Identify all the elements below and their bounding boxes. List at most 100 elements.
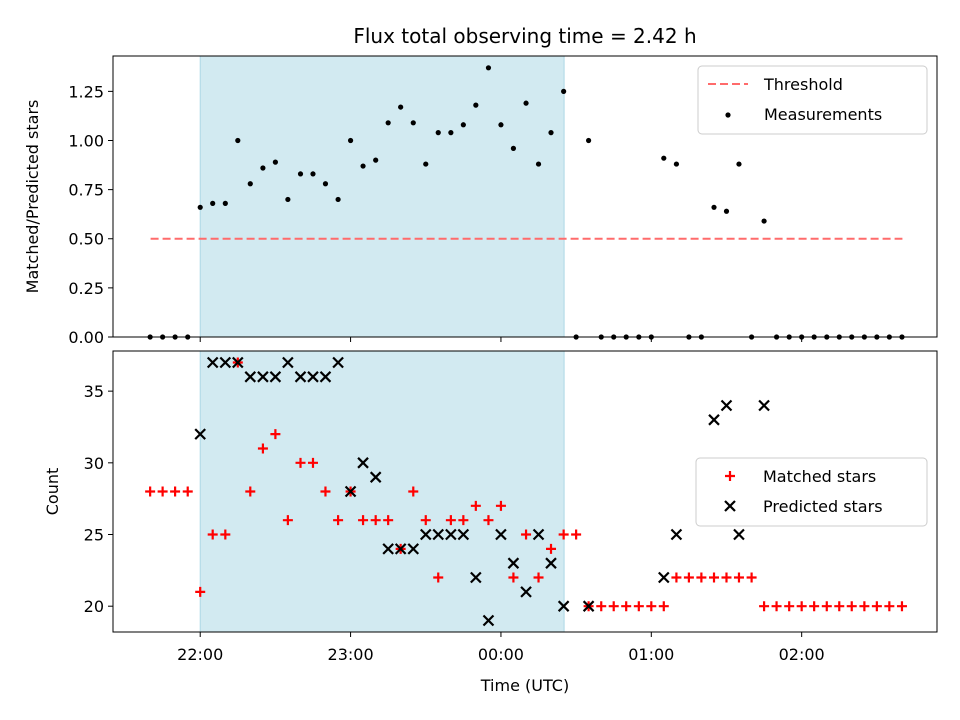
matched-star-marker bbox=[470, 500, 481, 511]
matched-star-marker bbox=[621, 601, 632, 612]
matched-star-marker bbox=[696, 572, 707, 583]
legend-matched-swatch bbox=[725, 471, 735, 481]
figure-title: Flux total observing time = 2.42 h bbox=[353, 24, 696, 48]
legend-predicted-swatch bbox=[724, 500, 736, 512]
matched-star-marker bbox=[709, 572, 720, 583]
legend-matched-label: Matched stars bbox=[763, 467, 876, 486]
matched-star-marker bbox=[333, 515, 344, 526]
x-tick-label: 23:00 bbox=[328, 645, 374, 664]
predicted-star-marker bbox=[445, 528, 457, 541]
matched-star-marker bbox=[508, 572, 519, 583]
legend-predicted-label: Predicted stars bbox=[763, 497, 883, 516]
matched-star-marker bbox=[721, 572, 732, 583]
legend-box bbox=[695, 457, 928, 527]
top-panel-ratio: 0.00 0.25 0.50 0.75 1.00 1.25 Matched/Predicte… bbox=[23, 55, 938, 347]
measurement-point bbox=[272, 159, 278, 165]
measurement-point bbox=[673, 161, 680, 167]
matched-star-marker bbox=[884, 601, 895, 612]
observing-window-shade bbox=[199, 55, 565, 338]
matched-star-marker bbox=[521, 529, 532, 540]
matched-star-marker bbox=[145, 486, 156, 497]
measurement-point bbox=[523, 100, 529, 106]
measurement-point bbox=[285, 196, 291, 203]
predicted-star-marker bbox=[758, 399, 770, 412]
matched-star-marker bbox=[157, 486, 168, 497]
matched-star-marker bbox=[821, 601, 832, 612]
matched-star-marker bbox=[796, 601, 807, 612]
predicted-star-marker bbox=[282, 356, 294, 369]
predicted-star-marker bbox=[257, 371, 269, 383]
matched-star-marker bbox=[784, 601, 795, 612]
measurement-point bbox=[448, 130, 454, 136]
predicted-star-marker bbox=[232, 356, 244, 369]
legend-box bbox=[697, 65, 928, 135]
matched-star-marker bbox=[846, 601, 857, 612]
predicted-star-marker bbox=[720, 399, 733, 412]
measurement-point bbox=[498, 122, 504, 128]
predicted-star-marker bbox=[507, 557, 520, 569]
matched-star-marker bbox=[383, 515, 394, 526]
matched-star-marker bbox=[683, 572, 694, 583]
predicted-star-marker bbox=[382, 543, 394, 555]
matched-star-marker bbox=[445, 515, 456, 526]
matched-star-marker bbox=[658, 601, 669, 612]
predicted-star-marker bbox=[332, 356, 344, 369]
predicted-star-marker bbox=[357, 457, 369, 469]
predicted-star-marker bbox=[520, 586, 532, 598]
matched-star-marker bbox=[370, 515, 381, 526]
y-axis-label: Matched/Predicted stars bbox=[23, 100, 42, 294]
matched-star-marker bbox=[834, 601, 845, 612]
measurement-point bbox=[373, 157, 379, 163]
matched-star-marker bbox=[207, 529, 218, 540]
measurement-point bbox=[197, 204, 203, 210]
matched-star-marker bbox=[746, 572, 757, 583]
matched-star-marker bbox=[170, 486, 181, 497]
matched-star-marker bbox=[295, 457, 306, 468]
matched-star-marker bbox=[809, 601, 820, 612]
measurement-point bbox=[310, 171, 316, 177]
predicted-star-marker bbox=[219, 356, 232, 369]
measurement-point bbox=[322, 181, 329, 187]
plot-area bbox=[145, 356, 907, 627]
matched-star-marker bbox=[257, 443, 268, 454]
predicted-star-marker bbox=[319, 371, 332, 383]
matched-star-marker bbox=[220, 529, 231, 540]
measurement-point bbox=[385, 120, 391, 126]
matched-star-marker bbox=[195, 586, 206, 597]
predicted-star-marker bbox=[407, 543, 420, 555]
matched-star-marker bbox=[646, 601, 657, 612]
matched-star-marker bbox=[245, 486, 256, 497]
measurement-point bbox=[435, 130, 441, 136]
measurement-point bbox=[347, 137, 354, 144]
predicted-star-marker bbox=[582, 600, 595, 612]
measurement-point bbox=[586, 137, 592, 144]
y-tick-label: 1.25 bbox=[68, 82, 104, 101]
matched-star-marker bbox=[546, 543, 557, 554]
predicted-star-marker bbox=[344, 485, 357, 498]
predicted-star-marker bbox=[294, 371, 307, 383]
matched-star-marker bbox=[671, 572, 682, 583]
measurement-point bbox=[510, 145, 517, 151]
measurement-point bbox=[410, 120, 416, 126]
bottom-panel-counts: 20 25 30 35 22:00 23:00 00:00 01:00 02:00 Count Ma… bbox=[43, 350, 938, 664]
matched-star-marker bbox=[633, 601, 644, 612]
measurement-point bbox=[473, 102, 479, 108]
matched-star-marker bbox=[571, 529, 582, 540]
predicted-star-marker bbox=[307, 371, 319, 383]
predicted-star-marker bbox=[470, 571, 482, 584]
observing-window-shade bbox=[199, 350, 565, 633]
measurement-point bbox=[761, 218, 767, 224]
matched-star-marker bbox=[533, 572, 544, 583]
y-tick-label: 35 bbox=[84, 382, 104, 401]
matched-star-marker bbox=[871, 601, 882, 612]
measurement-point bbox=[297, 171, 304, 177]
x-axis-label: Time (UTC) bbox=[480, 676, 569, 695]
measurement-point bbox=[711, 204, 717, 210]
predicted-star-marker bbox=[532, 528, 545, 541]
predicted-star-marker bbox=[206, 356, 219, 369]
measurement-point bbox=[423, 161, 429, 167]
x-tick-label: 01:00 bbox=[628, 645, 674, 664]
measurement-point bbox=[247, 181, 253, 187]
y-tick-label: 0.00 bbox=[68, 328, 104, 347]
